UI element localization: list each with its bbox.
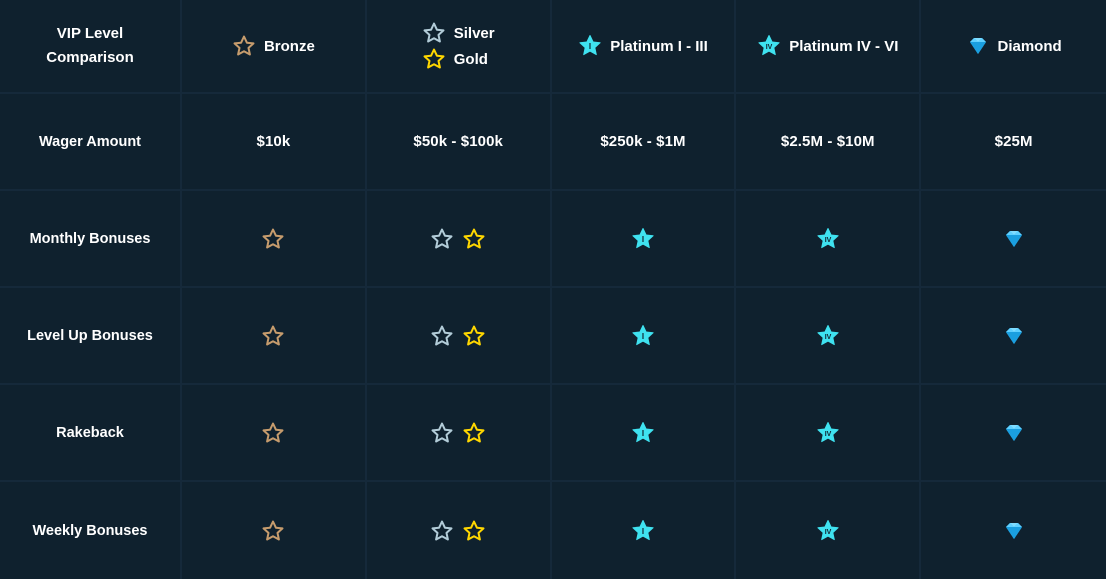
svg-text:I: I xyxy=(642,429,644,438)
tier-label-silver: Silver xyxy=(453,24,495,42)
weekly-bronze xyxy=(182,482,367,579)
monthly-platinum-i-iii: I xyxy=(551,191,737,288)
levelup-silver-gold xyxy=(366,288,552,385)
platinum-iv-star-icon: IV xyxy=(816,421,840,445)
monthly-platinum-iv-vi: IV xyxy=(736,191,922,288)
platinum-i-star-icon: I xyxy=(631,324,655,348)
platinum-iv-star-icon: IV xyxy=(816,519,840,543)
wager-silver-gold: $50k - $100k xyxy=(366,94,552,191)
rakeback-platinum-iv-vi: IV xyxy=(736,385,922,482)
bronze-star-icon xyxy=(261,421,285,445)
row-label-monthly-bonuses: Monthly Bonuses xyxy=(0,191,182,288)
tier-label-diamond: Diamond xyxy=(997,37,1062,55)
diamond-icon xyxy=(1002,227,1026,251)
svg-text:IV: IV xyxy=(824,334,831,341)
wager-platinum-i-iii: $250k - $1M xyxy=(551,94,737,191)
gold-star-icon xyxy=(462,519,486,543)
diamond-icon xyxy=(1002,519,1026,543)
diamond-icon xyxy=(1002,324,1026,348)
monthly-bronze xyxy=(182,191,367,288)
svg-text:IV: IV xyxy=(824,529,831,536)
platinum-iv-star-icon: IV xyxy=(816,227,840,251)
levelup-diamond xyxy=(921,288,1106,385)
weekly-silver-gold xyxy=(367,482,552,579)
row-label-weekly-bonuses: Weekly Bonuses xyxy=(0,482,182,579)
weekly-platinum-i-iii: I xyxy=(552,482,737,579)
weekly-diamond xyxy=(921,482,1106,579)
levelup-platinum-i-iii: I xyxy=(551,288,737,385)
gold-star-icon xyxy=(462,421,486,445)
corner-label-line2: Comparison xyxy=(46,49,134,66)
header-platinum-iv-vi: IV Platinum IV - VI xyxy=(736,0,922,94)
levelup-platinum-iv-vi: IV xyxy=(736,288,922,385)
weekly-platinum-iv-vi: IV xyxy=(736,482,922,579)
levelup-bronze xyxy=(182,288,367,385)
header-silver-gold: Silver Gold xyxy=(366,0,552,94)
monthly-silver-gold xyxy=(366,191,552,288)
silver-star-icon xyxy=(430,227,454,251)
svg-text:IV: IV xyxy=(824,431,831,438)
svg-text:IV: IV xyxy=(824,237,831,244)
gold-star-icon xyxy=(422,47,446,71)
corner-label-line1: VIP Level xyxy=(56,25,124,42)
silver-star-icon xyxy=(422,21,446,45)
diamond-icon xyxy=(966,34,990,58)
tier-label-platinum-iv-vi: Platinum IV - VI xyxy=(789,37,899,55)
wager-platinum-iv-vi: $2.5M - $10M xyxy=(736,94,922,191)
rakeback-diamond xyxy=(921,385,1106,482)
row-label-wager-amount: Wager Amount xyxy=(0,94,182,191)
platinum-iv-star-icon: IV xyxy=(757,34,781,58)
diamond-icon xyxy=(1002,421,1026,445)
platinum-i-star-icon: I xyxy=(578,34,602,58)
rakeback-platinum-i-iii: I xyxy=(551,385,737,482)
bronze-star-icon xyxy=(232,34,256,58)
row-label-rakeback: Rakeback xyxy=(0,385,182,482)
platinum-i-star-icon: I xyxy=(631,421,655,445)
silver-star-icon xyxy=(430,324,454,348)
svg-text:I: I xyxy=(642,527,644,536)
bronze-star-icon xyxy=(261,227,285,251)
tier-label-gold: Gold xyxy=(453,50,488,68)
bronze-star-icon xyxy=(261,519,285,543)
row-label-level-up-bonuses: Level Up Bonuses xyxy=(0,288,182,385)
header-diamond: Diamond xyxy=(921,0,1106,94)
svg-text:IV: IV xyxy=(766,44,773,51)
bronze-star-icon xyxy=(261,324,285,348)
corner-header: VIP Level Comparison xyxy=(0,0,182,94)
gold-star-icon xyxy=(462,324,486,348)
platinum-i-star-icon: I xyxy=(631,227,655,251)
monthly-diamond xyxy=(921,191,1106,288)
wager-bronze: $10k xyxy=(182,94,367,191)
platinum-i-star-icon: I xyxy=(631,519,655,543)
rakeback-bronze xyxy=(182,385,367,482)
silver-star-icon xyxy=(430,421,454,445)
wager-diamond: $25M xyxy=(921,94,1106,191)
svg-text:I: I xyxy=(589,42,591,51)
header-bronze: Bronze xyxy=(182,0,367,94)
silver-star-icon xyxy=(430,519,454,543)
gold-star-icon xyxy=(462,227,486,251)
svg-text:I: I xyxy=(642,235,644,244)
rakeback-silver-gold xyxy=(366,385,552,482)
tier-label-bronze: Bronze xyxy=(263,37,315,55)
header-platinum-i-iii: I Platinum I - III xyxy=(551,0,737,94)
svg-text:I: I xyxy=(642,332,644,341)
platinum-iv-star-icon: IV xyxy=(816,324,840,348)
tier-label-platinum-i-iii: Platinum I - III xyxy=(610,37,708,55)
